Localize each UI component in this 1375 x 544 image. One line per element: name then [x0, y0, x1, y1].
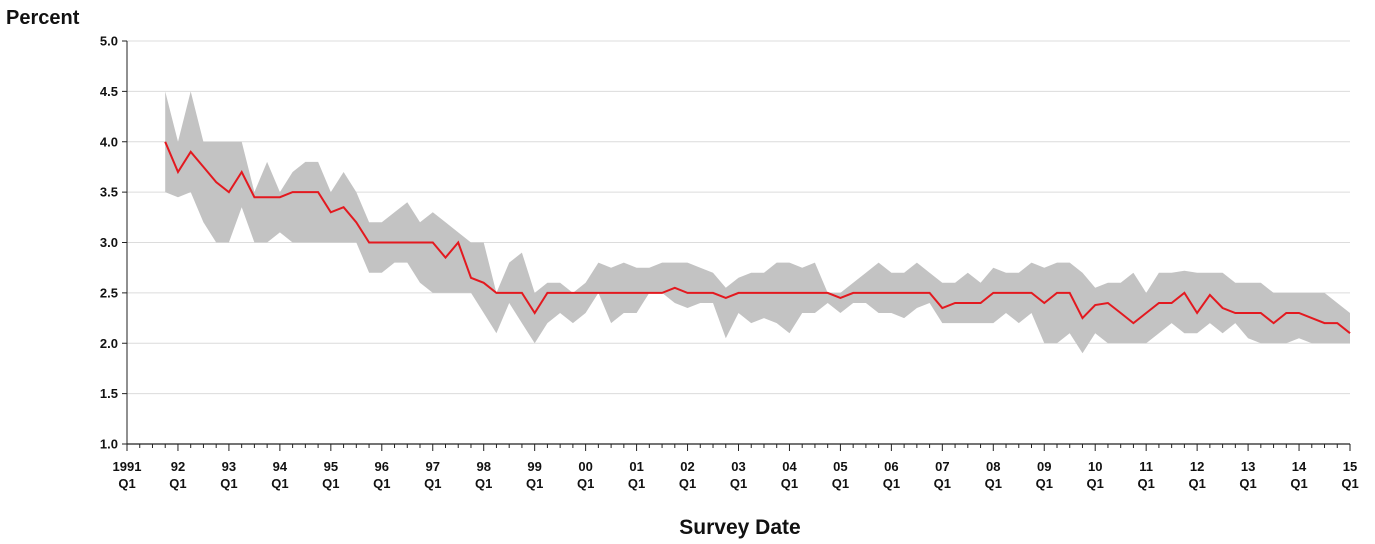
x-tick-year: 10	[1088, 459, 1102, 474]
y-tick-label: 2.0	[100, 336, 118, 351]
x-tick-quarter: Q1	[1087, 476, 1104, 491]
median-line	[164, 141, 1351, 334]
x-tick-year: 99	[527, 459, 541, 474]
y-tick-labels: 1.0 1.5 2.0 2.5 3.0 3.5 4.0 4.5 5.0	[100, 34, 118, 452]
x-tick-year: 92	[171, 459, 185, 474]
x-tick-year: 11	[1139, 459, 1153, 474]
y-tick-label: 3.0	[100, 235, 118, 250]
y-axis-title: Percent	[6, 7, 80, 29]
x-tick-quarter: Q1	[220, 476, 237, 491]
axes	[122, 40, 1351, 451]
x-tick-quarter: Q1	[1188, 476, 1205, 491]
x-tick-quarter: Q1	[679, 476, 696, 491]
x-tick-year: 95	[324, 459, 338, 474]
range-band	[165, 91, 1351, 354]
x-tick-quarter: Q1	[1239, 476, 1256, 491]
x-tick-year: 14	[1292, 459, 1307, 474]
x-tick-year: 08	[986, 459, 1000, 474]
x-tick-quarter: Q1	[169, 476, 186, 491]
x-tick-quarter: Q1	[577, 476, 594, 491]
x-tick-quarter: Q1	[373, 476, 390, 491]
x-tick-year: 98	[476, 459, 490, 474]
x-tick-quarter: Q1	[118, 476, 135, 491]
x-tick-year: 96	[375, 459, 389, 474]
x-tick-year: 93	[222, 459, 236, 474]
x-tick-quarter: Q1	[1290, 476, 1307, 491]
x-tick-year: 03	[731, 459, 745, 474]
x-tick-year: 1991	[113, 459, 142, 474]
x-tick-quarter: Q1	[883, 476, 900, 491]
x-tick-quarter: Q1	[322, 476, 339, 491]
x-tick-year: 12	[1190, 459, 1204, 474]
x-tick-year: 00	[578, 459, 592, 474]
y-tick-label: 3.5	[100, 185, 118, 200]
y-tick-label: 4.0	[100, 134, 118, 149]
x-tick-year: 97	[426, 459, 440, 474]
x-tick-quarter: Q1	[526, 476, 543, 491]
y-tick-label: 4.5	[100, 84, 118, 99]
y-tick-label: 1.0	[100, 437, 118, 452]
x-tick-quarter: Q1	[832, 476, 849, 491]
x-tick-year: 06	[884, 459, 898, 474]
x-tick-quarter: Q1	[1137, 476, 1154, 491]
x-axis-title: Survey Date	[679, 516, 800, 539]
y-tick-label: 2.5	[100, 285, 118, 300]
x-tick-year: 09	[1037, 459, 1051, 474]
x-tick-year: 05	[833, 459, 847, 474]
y-tick-label: 5.0	[100, 34, 118, 49]
x-tick-quarter: Q1	[985, 476, 1002, 491]
x-tick-quarter: Q1	[781, 476, 798, 491]
x-tick-year: 07	[935, 459, 949, 474]
x-tick-quarter: Q1	[475, 476, 492, 491]
x-tick-year: 01	[629, 459, 643, 474]
x-tick-quarter: Q1	[1036, 476, 1053, 491]
x-tick-labels: 1991Q192Q193Q194Q195Q196Q197Q198Q199Q100…	[113, 459, 1359, 491]
x-tick-quarter: Q1	[628, 476, 645, 491]
x-tick-year: 13	[1241, 459, 1255, 474]
x-tick-quarter: Q1	[1341, 476, 1358, 491]
x-tick-quarter: Q1	[424, 476, 441, 491]
x-tick-quarter: Q1	[934, 476, 951, 491]
x-tick-year: 04	[782, 459, 797, 474]
x-tick-year: 94	[273, 459, 288, 474]
x-tick-year: 15	[1343, 459, 1357, 474]
y-tick-label: 1.5	[100, 386, 118, 401]
x-tick-quarter: Q1	[271, 476, 288, 491]
x-tick-label: 1991 Q1	[113, 459, 142, 491]
x-tick-year: 02	[680, 459, 694, 474]
x-tick-quarter: Q1	[730, 476, 747, 491]
